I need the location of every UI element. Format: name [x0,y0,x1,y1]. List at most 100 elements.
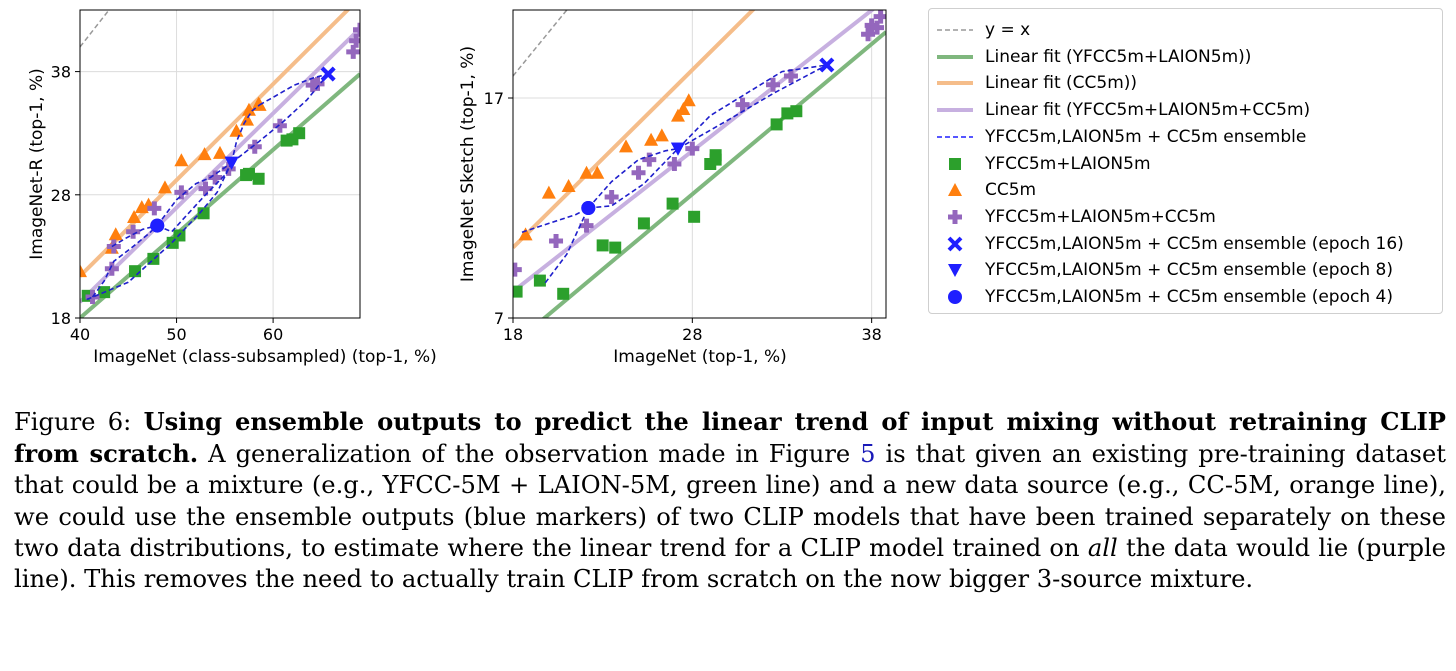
point-square [666,197,679,210]
point-triangle [174,153,189,167]
point-triangle [644,132,659,146]
point-triangle [108,227,123,241]
ensemble-point-triangle-down [670,142,685,156]
ensemble-point-circle [150,218,165,233]
legend-item: YFCC5m+LAION5m [929,151,1444,177]
ensemble-curve [677,64,828,150]
point-plus [766,77,781,92]
caption-bold-title: Using ensemble outputs to predict the li… [14,407,1446,469]
legend-item: Linear fit (YFCC5m+LAION5m)) [929,44,1444,70]
y-tick: 7 [494,309,513,328]
point-triangle [127,209,142,223]
legend-symbol [948,209,962,224]
y-tick: 38 [51,63,80,82]
ensemble-curve [521,207,589,233]
point-triangle [541,185,556,199]
point-triangle [197,147,212,161]
y-tick: 17 [484,89,513,108]
legend-item: y = x [929,17,1444,43]
legend-item: Linear fit (CC5m)) [929,70,1444,96]
legend-marker [949,157,961,170]
legend-marker [947,236,963,252]
ensemble-curve [111,224,158,248]
fit-line [541,30,886,318]
figure-caption: Figure 6: Using ensemble outputs to pred… [14,406,1446,595]
point-plus [685,141,700,156]
legend-symbol [937,135,973,138]
y-axis-label: ImageNet-R (top-1, %) [27,68,47,259]
x-tick-label: 38 [861,325,881,344]
legend-symbol [949,157,961,170]
legend-symbol [948,183,962,197]
legend-item: CC5m [929,177,1444,203]
point-triangle [676,102,691,115]
ensemble-point-triangle-down [224,156,239,170]
x-tick-label: 18 [503,325,523,344]
point-square [790,105,803,118]
x-tick-label: 28 [682,325,702,344]
point-plus [513,262,522,277]
legend-marker [948,264,962,278]
point-plus [104,261,119,276]
ensemble-curve [677,64,827,150]
ensemble-curve [588,148,679,209]
x-axis-label: ImageNet (class-subsampled) (top-1, %) [93,347,437,367]
y-tick: 18 [51,309,80,328]
point-plus [579,218,594,233]
legend-label: YFCC5m+LAION5m+CC5m [985,206,1216,227]
point-triangle [157,180,172,194]
point-plus [247,139,262,154]
point-triangle [213,145,227,159]
y-tick-label: 18 [51,309,71,328]
legend-item: YFCC5m+LAION5m+CC5m [929,204,1444,230]
point-plus [870,20,885,35]
point-plus [667,157,682,171]
plot-frame [79,9,361,319]
point-triangle [681,93,696,107]
point-plus [631,165,646,180]
legend-item: YFCC5m,LAION5m + CC5m ensemble [929,124,1444,150]
ensemble-curve [231,73,329,164]
legend-label: Linear fit (CC5m)) [985,73,1138,94]
point-square [596,239,609,252]
legend-symbol [948,264,962,278]
y-tick-label: 28 [51,186,71,205]
point-plus [346,44,360,59]
legend-label: Linear fit (YFCC5m+LAION5m+CC5m) [985,100,1311,121]
x-axis-label: ImageNet (top-1, %) [613,347,787,367]
caption-prefix: Figure 6: [14,408,144,436]
legend-label: Linear fit (YFCC5m+LAION5m)) [985,46,1252,67]
legend-item: YFCC5m,LAION5m + CC5m ensemble (epoch 16… [929,231,1444,257]
y-tick: 28 [51,186,80,205]
point-plus [349,33,360,48]
point-square [688,210,701,223]
legend-symbol [948,290,962,304]
legend: y = x Linear fit (YFCC5m+LAION5m)) Linear … [928,8,1443,314]
legend-symbol [937,81,973,86]
fit-line [80,27,360,304]
x-tick-label: 40 [70,325,90,344]
point-square [293,127,306,140]
point-square [242,167,255,180]
legend-item: Linear fit (YFCC5m+LAION5m+CC5m) [929,97,1444,123]
caption-text-3: the data would lie (purple line). This r… [14,533,1446,594]
point-triangle [80,264,87,278]
chart-panel-1: 40 50 60 18 28 38 ImageNet (class-subsampled) … [27,9,437,367]
caption-figure-ref[interactable]: 5 [860,440,876,469]
point-plus [549,234,564,248]
legend-label: YFCC5m,LAION5m + CC5m ensemble [985,126,1307,147]
legend-label: YFCC5m,LAION5m + CC5m ensemble (epoch 16… [985,233,1404,254]
y-axis-label: ImageNet Sketch (top-1, %) [458,46,478,282]
point-plus [272,118,287,133]
legend-item: YFCC5m,LAION5m + CC5m ensemble (epoch 8) [929,257,1444,283]
point-plus [198,181,213,196]
x-tick: 60 [263,318,283,344]
y-tick-label: 7 [494,309,504,328]
legend-item: YFCC5m,LAION5m + CC5m ensemble (epoch 4) [929,284,1444,310]
ensemble-curve [544,207,590,284]
legend-label: YFCC5m,LAION5m + CC5m ensemble (epoch 4) [985,287,1393,307]
legend-marker [948,290,962,304]
point-square [513,285,523,298]
y-tick-label: 17 [484,89,504,108]
legend-marker [948,183,962,197]
